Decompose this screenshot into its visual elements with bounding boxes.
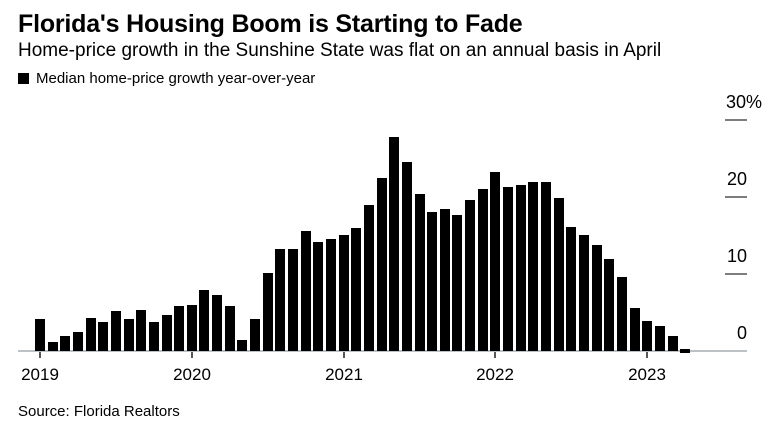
bar-2021-07 [415,194,425,351]
bar-2020-10 [301,231,311,351]
bar-2020-01 [187,305,197,351]
bar-2021-12 [478,189,488,351]
bar-2021-03 [364,205,374,351]
y-axis-label: 10 [726,246,747,266]
x-axis-line [18,350,747,352]
x-axis-tick [191,352,193,358]
chart-title: Florida's Housing Boom is Starting to Fa… [18,10,523,38]
bar-2019-10 [149,322,159,351]
y-axis-label: 0 [736,323,747,343]
bar-2022-09 [592,245,602,351]
bar-2021-06 [402,162,412,351]
bar-2023-04 [680,349,690,353]
chart-subtitle: Home-price growth in the Sunshine State … [18,40,662,61]
bar-2022-10 [604,259,614,351]
bar-2020-02 [199,290,209,351]
y-axis-tick [725,119,747,121]
bar-2023-02 [655,326,665,351]
bar-2021-04 [377,178,387,351]
bar-2021-10 [452,215,462,351]
bar-2022-07 [566,227,576,351]
y-axis-label: 30% [725,92,762,112]
bar-2019-07 [111,311,121,351]
bar-2022-06 [554,198,564,351]
legend-label: Median home-price growth year-over-year [36,70,316,87]
bar-2021-02 [351,228,361,351]
bar-2021-05 [389,137,399,351]
bar-2020-11 [313,242,323,351]
bar-2019-01 [35,319,45,351]
bar-2022-05 [541,182,551,351]
bar-2020-09 [288,249,298,351]
x-axis-tick [646,352,648,358]
bar-2019-06 [98,322,108,351]
x-axis-label: 2023 [628,365,666,384]
bar-2022-11 [617,277,627,351]
bar-2019-09 [136,310,146,351]
x-axis-label: 2021 [325,365,363,384]
bar-2019-04 [73,332,83,351]
y-axis-tick [725,196,747,198]
x-axis-tick [39,352,41,358]
bar-2019-11 [162,315,172,351]
x-axis-label: 2022 [476,365,514,384]
x-axis-tick [494,352,496,358]
x-axis-tick [343,352,345,358]
y-axis-tick [725,273,747,275]
bar-2021-11 [465,200,475,351]
bar-2020-12 [326,239,336,351]
bar-2021-09 [440,209,450,351]
bar-2022-04 [528,182,538,351]
bar-2022-08 [579,235,589,351]
legend-swatch-icon [18,73,29,84]
bar-2019-05 [86,318,96,351]
bar-2023-03 [668,336,678,351]
bar-2020-05 [237,340,247,351]
bar-2021-01 [339,235,349,351]
bar-2020-07 [263,273,273,351]
bar-2020-08 [275,249,285,351]
bar-2020-06 [250,319,260,351]
bar-2019-08 [124,319,134,351]
bar-2022-12 [630,308,640,351]
x-axis-label: 2020 [173,365,211,384]
bar-2022-01 [490,172,500,351]
bar-2019-03 [60,336,70,351]
bar-2022-03 [516,185,526,351]
y-axis-label: 20 [726,169,747,189]
bar-2020-03 [212,295,222,351]
bar-2023-01 [642,321,652,351]
bar-2022-02 [503,187,513,351]
bar-2020-04 [225,306,235,351]
source-note: Source: Florida Realtors [18,403,180,420]
bar-2019-12 [174,306,184,351]
bar-2021-08 [427,212,437,351]
bar-2019-02 [48,342,58,351]
x-axis-label: 2019 [21,365,59,384]
legend: Median home-price growth year-over-year [18,71,315,86]
